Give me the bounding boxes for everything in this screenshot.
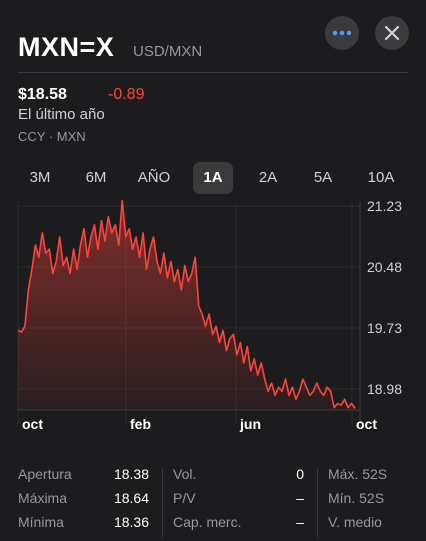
header-divider	[18, 72, 408, 73]
tab-2a[interactable]: 2A	[258, 169, 278, 186]
y-tick-label: 19.73	[367, 320, 402, 336]
stat-value: 18.64	[113, 490, 149, 506]
stat-label: Cap. merc.	[173, 514, 242, 530]
stat-label: Vol.	[173, 466, 197, 482]
ellipsis-icon	[332, 30, 352, 36]
tab-10a[interactable]: 10A	[367, 169, 395, 186]
tab-año[interactable]: AÑO	[137, 169, 171, 186]
y-tick-label: 21.23	[367, 198, 402, 214]
stat-value: 0	[296, 466, 304, 482]
price-change: -0.89	[108, 86, 145, 103]
stat-label: Máxima	[18, 490, 68, 506]
current-price: $18.58	[18, 86, 67, 103]
tab-3m[interactable]: 3M	[29, 169, 51, 186]
stats-column-divider	[317, 468, 318, 538]
tab-1a[interactable]: 1A	[193, 162, 233, 194]
stats-column-divider	[162, 468, 163, 538]
price-chart[interactable]: 21.23 20.48 19.73 18.98 oct feb jun oct	[0, 198, 426, 438]
series-area	[18, 200, 355, 410]
stat-label: Apertura	[18, 466, 72, 482]
close-button[interactable]	[375, 16, 409, 50]
y-tick-label: 18.98	[367, 381, 402, 397]
x-tick-label: oct	[22, 416, 43, 432]
tab-5a[interactable]: 5A	[313, 169, 333, 186]
x-tick-label: jun	[239, 416, 261, 432]
x-tick-label: feb	[130, 416, 151, 432]
stat-value: –	[296, 514, 304, 530]
ticker-symbol: MXN=X	[18, 32, 115, 62]
x-tick-label: oct	[356, 416, 377, 432]
more-options-button[interactable]	[325, 16, 359, 50]
stat-value: –	[296, 490, 304, 506]
y-tick-label: 20.48	[367, 259, 402, 275]
close-icon	[385, 26, 399, 40]
stat-value: 18.36	[113, 514, 149, 530]
currency-pair: USD/MXN	[133, 43, 203, 60]
stat-label: Mín. 52S	[328, 490, 385, 506]
period-label: El último año	[18, 106, 105, 123]
stat-label: V. medio	[328, 514, 382, 530]
tab-6m[interactable]: 6M	[85, 169, 107, 186]
series-line	[17, 199, 356, 409]
stat-label: Máx. 52S	[328, 466, 388, 482]
stat-value: 18.38	[113, 466, 149, 482]
currency-meta: CCY · MXN	[18, 129, 86, 144]
stat-label: Mínima	[18, 514, 64, 530]
stat-label: P/V	[173, 490, 196, 506]
